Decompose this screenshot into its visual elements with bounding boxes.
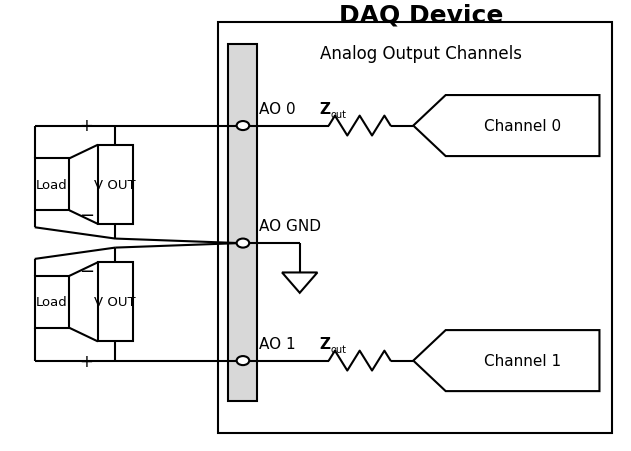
Text: AO GND: AO GND: [259, 219, 321, 234]
Text: −: −: [79, 207, 94, 224]
Bar: [228, 45, 257, 401]
Bar: [98, 145, 133, 225]
Text: −: −: [79, 263, 94, 281]
Text: AO 0: AO 0: [259, 101, 295, 117]
Text: Channel 0: Channel 0: [484, 119, 561, 134]
Text: Analog Output Channels: Analog Output Channels: [320, 45, 522, 63]
Text: out: out: [330, 110, 346, 120]
Text: V OUT: V OUT: [95, 296, 136, 308]
Bar: [35, 276, 69, 328]
Polygon shape: [282, 273, 317, 293]
Text: Load: Load: [36, 296, 68, 308]
Text: Channel 1: Channel 1: [484, 353, 561, 368]
Text: DAQ Device: DAQ Device: [339, 4, 504, 28]
Text: V OUT: V OUT: [95, 179, 136, 191]
Text: Load: Load: [36, 179, 68, 191]
Text: AO 1: AO 1: [259, 336, 295, 351]
Circle shape: [237, 239, 249, 248]
Text: $\mathregular{Z}$: $\mathregular{Z}$: [319, 335, 331, 351]
Bar: [218, 23, 612, 433]
Text: +: +: [80, 352, 93, 370]
Circle shape: [237, 122, 249, 131]
Polygon shape: [413, 96, 599, 157]
Text: out: out: [330, 345, 346, 354]
Polygon shape: [413, 330, 599, 391]
Text: +: +: [80, 117, 93, 135]
Bar: [98, 262, 133, 342]
Text: $\mathregular{Z}$: $\mathregular{Z}$: [319, 101, 331, 117]
Bar: [35, 159, 69, 211]
Circle shape: [237, 356, 249, 365]
